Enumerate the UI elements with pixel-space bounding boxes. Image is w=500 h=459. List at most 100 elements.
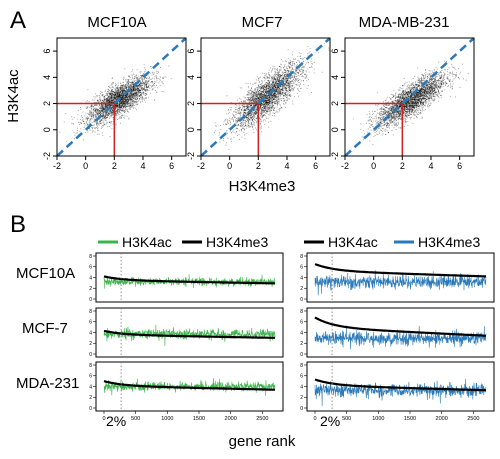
scatter-point [119,112,120,113]
scatter-point [296,84,298,86]
scatter-point [265,106,267,108]
scatter-point [277,82,279,84]
scatter-point [93,120,95,122]
scatter-point [106,112,108,113]
scatter-point [284,80,286,82]
scatter-point [130,86,132,88]
scatter-point [124,117,126,119]
scatter-point [102,109,104,111]
scatter-point [245,115,247,117]
scatter-point [262,91,264,92]
scatter-point [133,87,135,89]
scatter-point [100,111,102,113]
scatter-point [279,104,281,106]
scatter-point [287,79,289,81]
scatter-point [274,90,276,92]
scatter-point [136,85,138,86]
scatter-point [91,104,93,106]
scatter-point [121,98,123,100]
scatter-point [142,79,144,81]
scatter-point [126,81,128,83]
scatter-point [66,140,68,142]
scatter-point [124,106,126,108]
scatter-point [239,97,240,99]
scatter-point [104,99,106,101]
scatter-point [132,88,134,90]
scatter-point [141,93,142,94]
scatter-point [146,83,148,85]
scatter-point [129,92,131,94]
scatter-point [111,104,113,106]
scatter-point [88,101,90,103]
scatter-point [284,76,286,78]
scatter-point [256,93,258,95]
scatter-point [277,86,279,88]
scatter-point [229,124,231,125]
scatter-point [102,100,104,102]
scatter-point [93,109,95,111]
scatter-point [253,99,255,101]
scatter-point [90,108,92,110]
scatter-point [120,106,122,108]
scatter-point [281,92,283,94]
scatter-point [285,94,287,96]
scatter-point [133,82,135,83]
scatter-point [139,102,141,104]
scatter-point [223,138,224,139]
scatter-point [292,88,293,90]
scatter-point [121,97,123,99]
scatter-point [114,91,115,93]
scatter-point [110,105,112,106]
scatter-point [307,46,309,48]
scatter-point [129,85,131,87]
scatter-point [130,90,132,92]
scatter-point [101,104,103,106]
scatter-point [132,86,134,88]
scatter-point [119,117,121,119]
annotation-2pct-left: 2% [106,413,126,429]
scatter-point [118,93,120,95]
scatter-point [126,86,128,88]
scatter-point [274,90,276,92]
scatter-point [260,94,261,96]
scatter-point [269,88,271,90]
scatter-point [256,105,258,107]
scatter-point [286,79,288,81]
scatter-point [123,89,125,91]
scatter-point [126,101,128,103]
scatter-point [128,96,130,98]
scatter-point [148,90,150,91]
scatter-point [120,96,122,98]
scatter-point [111,90,112,91]
scatter-point [139,92,141,94]
scatter-point [260,102,262,104]
scatter-point [109,100,111,101]
scatter-point [261,92,262,94]
scatter-point [261,94,262,96]
scatter-point [264,84,266,85]
scatter-point [259,97,261,98]
scatter-point [305,71,307,73]
scatter-point [276,104,278,105]
scatter-point [105,113,107,115]
scatter-point [140,90,142,91]
scatter-point [102,101,104,103]
scatter-point [254,117,256,118]
scatter-point [248,113,250,115]
scatter-point [123,89,125,91]
scatter-point [259,94,261,96]
scatter-point [135,96,136,98]
scatter-point [101,112,103,114]
scatter-point [292,78,294,80]
scatter-point [117,106,119,108]
scatter-point [119,91,120,93]
scatter-point [268,95,270,97]
scatter-point [124,68,126,70]
scatter-point [287,78,289,80]
scatter-point [142,81,144,83]
scatter-point [118,113,119,115]
scatter-point [118,91,120,93]
scatter-point [230,138,232,140]
scatter-point [120,116,122,118]
scatter-point [129,84,131,86]
